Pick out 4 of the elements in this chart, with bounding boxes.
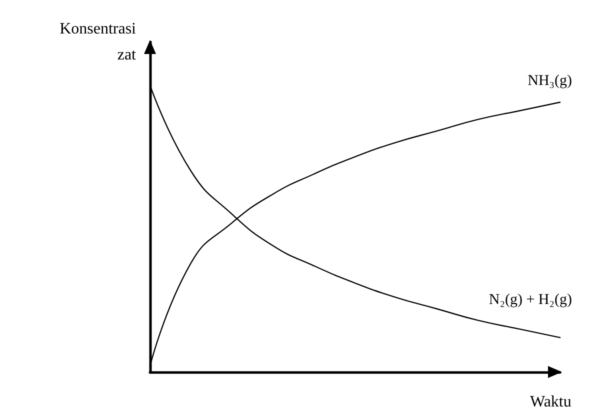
- x-axis-title: Waktu: [530, 394, 572, 410]
- y-axis-title: Konsentrasi zat: [60, 20, 137, 64]
- series-label: N₂(g) + H₂(g): [488, 292, 572, 308]
- series-label: NH₃(g): [528, 72, 572, 89]
